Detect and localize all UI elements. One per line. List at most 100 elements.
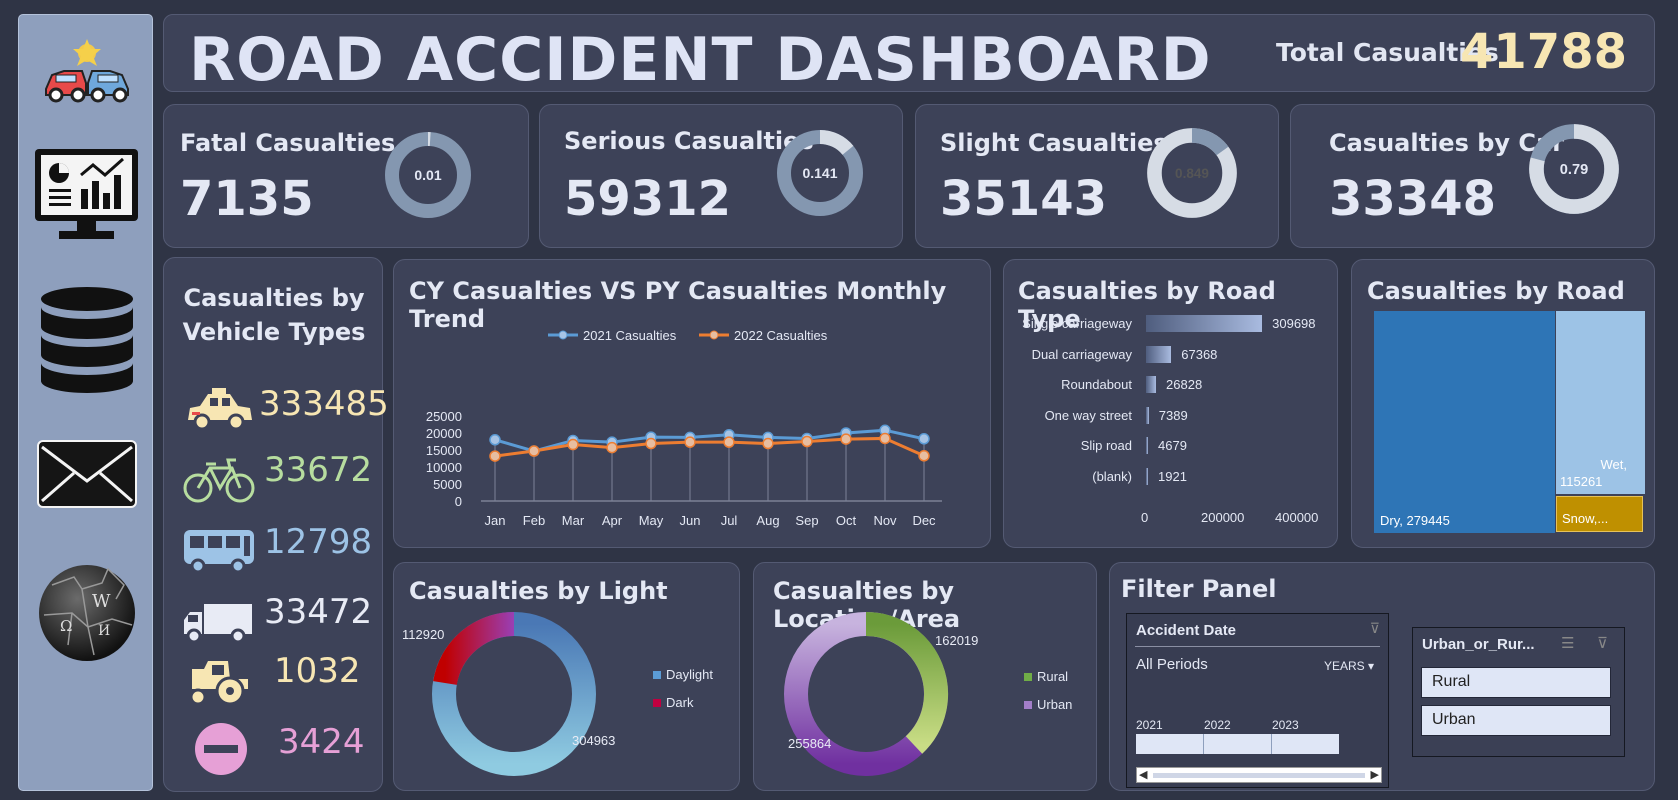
road-type-label: One way street <box>1044 407 1132 423</box>
data-point <box>489 434 501 446</box>
kpi-card-fatal[interactable]: Fatal Casualties 7135 0.01 <box>163 104 529 248</box>
clear-filter-icon[interactable]: ⊽ <box>1597 635 1608 652</box>
road-type-label: Slip road <box>1080 438 1132 453</box>
data-point <box>567 438 579 451</box>
multi-select-icon[interactable]: ☰ <box>1561 635 1575 652</box>
kpi-donut: 0.141 <box>777 130 863 216</box>
urban-rural-slicer[interactable]: Urban_or_Rur... ☰ ⊽ Rural Urban <box>1412 627 1625 757</box>
road-type-bar[interactable] <box>1146 315 1263 332</box>
years-dropdown[interactable]: YEARS ▾ <box>1323 659 1374 673</box>
kpi-pct: 0.141 <box>802 165 837 181</box>
tractor-icon <box>189 661 248 706</box>
timeline-scrollbar[interactable]: ◀ ▶ <box>1136 767 1382 783</box>
vehicle-row-other[interactable]: 3424 <box>164 716 384 776</box>
data-point <box>489 450 501 462</box>
vehicle-row-truck[interactable]: 33472 <box>164 590 384 650</box>
filter-panel: Filter Panel Accident Date ⊽ All Periods… <box>1109 562 1655 791</box>
road-type-value: 4679 <box>1158 438 1187 453</box>
treemap-wet-value: 115261 <box>1560 474 1603 489</box>
data-point <box>684 436 696 448</box>
trend-legend: 2021 Casualties 2022 Casualties <box>548 328 828 343</box>
total-casualties-label: Total Casualties <box>1276 38 1499 67</box>
kpi-label: Fatal Casualties <box>180 129 396 157</box>
treemap-dry[interactable]: Dry, 279445 <box>1374 311 1555 533</box>
wikipedia-globe-icon[interactable]: W Ω И <box>19 555 154 665</box>
legend-2021: 2021 Casualties <box>583 328 677 343</box>
x-tick-label: Jan <box>485 513 506 528</box>
light-donut-chart <box>432 612 596 776</box>
location-value-urban: 255864 <box>788 736 832 751</box>
data-point <box>918 433 930 445</box>
sidebar: W Ω И <box>18 14 153 791</box>
date-timeline-slicer[interactable]: Accident Date ⊽ All Periods YEARS ▾ 2021… <box>1126 613 1389 788</box>
year-2023[interactable]: 2023 <box>1272 718 1299 732</box>
vehicle-row-bicycle[interactable]: 33672 <box>164 450 384 510</box>
road-type-axis-0: 0 <box>1141 510 1149 525</box>
road-type-value: 1921 <box>1158 468 1187 484</box>
clear-filter-icon[interactable]: ⊽ <box>1369 620 1380 636</box>
legend-urban: Urban <box>1024 697 1072 712</box>
truck-icon <box>184 604 252 644</box>
car-crash-icon[interactable] <box>19 31 154 111</box>
scroll-right-icon[interactable]: ▶ <box>1370 769 1379 781</box>
year-2021[interactable]: 2021 <box>1136 718 1163 732</box>
road-type-label: (blank) <box>1092 468 1132 484</box>
monthly-trend-chart: 2021 Casualties 2022 Casualties 0 5000 100… <box>426 328 942 528</box>
vehicle-types-title-line1: Casualties by <box>183 284 365 312</box>
timeline-bar[interactable] <box>1136 734 1339 754</box>
road-type-value: 7389 <box>1158 407 1188 423</box>
scroll-left-icon[interactable]: ◀ <box>1139 769 1148 781</box>
kpi-label: Serious Casualties <box>564 127 814 155</box>
light-panel: Casualties by Light 304963 112920 Daylig… <box>393 562 740 791</box>
database-icon[interactable] <box>19 285 154 395</box>
vehicle-value: 33472 <box>264 592 373 632</box>
dashboard-monitor-icon[interactable] <box>19 145 154 245</box>
road-type-bar[interactable] <box>1146 345 1172 363</box>
x-tick-label: Aug <box>756 513 779 528</box>
treemap-dry-label: Dry, 279445 <box>1380 513 1450 528</box>
legend-2022: 2022 Casualties <box>734 328 828 343</box>
kpi-card-serious[interactable]: Serious Casualties 59312 0.141 <box>539 104 903 248</box>
treemap-wet[interactable]: Wet, 115261 <box>1556 311 1645 494</box>
light-value-dark: 112920 <box>402 627 445 642</box>
x-tick-label: Feb <box>523 513 545 528</box>
slicer-option-urban[interactable]: Urban <box>1421 705 1611 736</box>
kpi-donut: 0.01 <box>385 132 471 218</box>
legend-dark: Dark <box>653 695 693 710</box>
vehicle-value: 12798 <box>264 522 373 562</box>
data-point <box>606 441 618 454</box>
road-type-bar[interactable] <box>1146 406 1149 424</box>
road-type-bar[interactable] <box>1146 437 1148 454</box>
vehicle-row-car[interactable]: 333485 <box>164 378 389 438</box>
x-tick-label: Nov <box>873 513 897 528</box>
road-type-label: Single carriageway <box>1022 316 1132 331</box>
kpi-pct: 0.849 <box>1175 166 1209 181</box>
kpi-label: Slight Casualties <box>940 129 1168 157</box>
series-line <box>494 436 925 458</box>
mail-icon[interactable] <box>19 439 154 509</box>
x-tick-label: Oct <box>836 513 857 528</box>
vehicle-row-bus[interactable]: 12798 <box>164 520 384 580</box>
year-2022[interactable]: 2022 <box>1204 718 1231 732</box>
road-type-axis-2: 400000 <box>1275 510 1319 525</box>
road-type-label: Roundabout <box>1061 377 1132 392</box>
slicer-option-rural[interactable]: Rural <box>1421 667 1611 698</box>
vehicle-row-tractor[interactable]: 1032 <box>164 651 384 711</box>
location-donut-chart <box>784 612 949 776</box>
monthly-trend-panel: CY Casualties VS PY Casualties Monthly T… <box>393 259 991 548</box>
svg-text:И: И <box>98 623 110 639</box>
kpi-card-slight[interactable]: Slight Casualties 35143 0.849 <box>915 104 1279 248</box>
treemap-snow[interactable]: Snow,... <box>1556 496 1643 532</box>
vehicle-value: 33672 <box>264 450 373 490</box>
road-type-title: Casualties by Road Type <box>1018 277 1276 333</box>
data-point <box>801 435 813 448</box>
car-icon <box>188 388 252 431</box>
road-type-bar[interactable] <box>1146 467 1148 485</box>
vehicle-types-title-line2: Vehicle Types <box>182 318 366 346</box>
monthly-trend-title: CY Casualties VS PY Casualties Monthly T… <box>409 277 947 333</box>
vehicle-value: 3424 <box>278 722 365 762</box>
header-panel: ROAD ACCIDENT DASHBOARD Total Casualties… <box>163 14 1655 95</box>
road-type-bar[interactable] <box>1146 376 1157 393</box>
location-panel: Casualties by Location/Area 162019 25586… <box>753 562 1097 791</box>
kpi-card-car[interactable]: Casualties by Car 33348 0.79 <box>1290 104 1655 248</box>
